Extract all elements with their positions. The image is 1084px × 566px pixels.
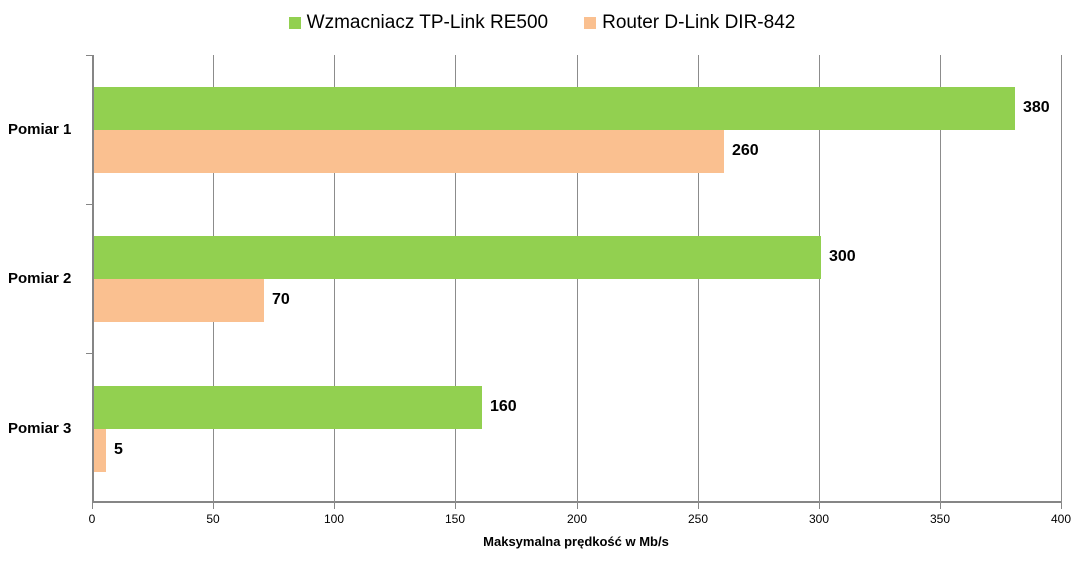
x-tick-label: 250 bbox=[687, 512, 709, 526]
x-tick bbox=[819, 503, 820, 509]
gridline bbox=[577, 55, 578, 503]
data-label: 300 bbox=[829, 248, 856, 265]
gridline bbox=[334, 55, 335, 503]
legend-item-series-1: Wzmacniacz TP-Link RE500 bbox=[288, 12, 549, 34]
x-tick bbox=[92, 503, 93, 509]
x-tick bbox=[1061, 503, 1062, 509]
gridline bbox=[455, 55, 456, 503]
x-tick bbox=[213, 503, 214, 509]
y-tick bbox=[86, 55, 92, 56]
x-tick-label: 100 bbox=[323, 512, 345, 526]
bar bbox=[94, 279, 264, 322]
x-tick-label: 350 bbox=[929, 512, 951, 526]
category-label: Pomiar 2 bbox=[8, 270, 72, 287]
data-label: 70 bbox=[272, 291, 290, 308]
x-axis bbox=[92, 501, 1061, 503]
x-tick bbox=[940, 503, 941, 509]
legend-item-series-2: Router D-Link DIR-842 bbox=[584, 12, 795, 34]
gridline bbox=[1061, 55, 1062, 503]
x-tick bbox=[334, 503, 335, 509]
x-tick bbox=[577, 503, 578, 509]
plot-area: 380 260 300 70 160 5 bbox=[86, 55, 1062, 509]
legend-swatch-green bbox=[288, 17, 301, 29]
data-label: 260 bbox=[732, 142, 759, 159]
x-tick-label: 0 bbox=[88, 512, 96, 526]
y-tick bbox=[86, 353, 92, 354]
legend-label: Router D-Link DIR-842 bbox=[602, 12, 796, 33]
x-tick-label: 150 bbox=[444, 512, 466, 526]
category-label: Pomiar 3 bbox=[8, 420, 72, 437]
legend-swatch-orange bbox=[584, 17, 597, 29]
data-label: 160 bbox=[490, 398, 517, 415]
bar bbox=[94, 130, 724, 173]
x-tick-label: 400 bbox=[1050, 512, 1072, 526]
data-label: 380 bbox=[1023, 99, 1050, 116]
legend: Wzmacniacz TP-Link RE500 Router D-Link D… bbox=[0, 12, 1084, 34]
x-tick bbox=[698, 503, 699, 509]
category-label: Pomiar 1 bbox=[8, 121, 72, 138]
x-axis-title: Maksymalna prędkość w Mb/s bbox=[483, 534, 669, 549]
x-tick-label: 50 bbox=[206, 512, 220, 526]
gridline bbox=[940, 55, 941, 503]
bar bbox=[94, 386, 482, 429]
y-axis bbox=[92, 55, 94, 503]
bar bbox=[94, 236, 821, 279]
legend-label: Wzmacniacz TP-Link RE500 bbox=[306, 12, 549, 33]
data-label: 5 bbox=[114, 441, 123, 458]
y-tick bbox=[86, 204, 92, 205]
bar bbox=[94, 429, 106, 472]
gridline bbox=[819, 55, 820, 503]
x-tick-label: 300 bbox=[808, 512, 830, 526]
x-tick bbox=[455, 503, 456, 509]
x-tick-label: 200 bbox=[566, 512, 588, 526]
bar bbox=[94, 87, 1015, 130]
gridline bbox=[698, 55, 699, 503]
